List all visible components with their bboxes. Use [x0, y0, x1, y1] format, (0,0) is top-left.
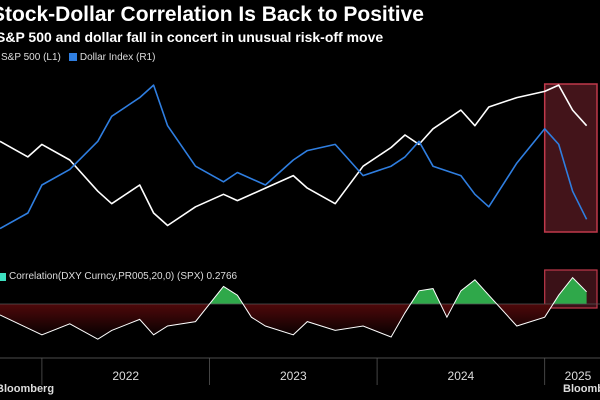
correlation-positive-area	[0, 277, 587, 304]
x-tick-label-2023: 2023	[280, 369, 307, 383]
dollar-swatch	[68, 53, 77, 61]
x-tick-label-2024: 2024	[448, 369, 475, 383]
correlation-swatch	[0, 272, 6, 281]
brand-logo: Bloomberg	[563, 383, 600, 395]
x-axis: 2022 2023 2024 2025	[0, 357, 600, 385]
correlation-label: Correlation(DXY Curncy,PR005,20,0) (SPX)	[9, 271, 204, 282]
x-tick-label-2025: 2025	[565, 369, 592, 383]
highlight-box-upper	[543, 83, 598, 233]
correlation-value: 0.2766	[206, 271, 238, 282]
dollar-index-line	[0, 84, 588, 230]
lower-panel	[0, 269, 600, 340]
x-tick-label-2022: 2022	[112, 369, 139, 383]
chart-title: Stock-Dollar Correlation Is Back to Posi…	[0, 3, 424, 26]
lower-legend: Correlation(DXY Curncy,PR005,20,0) (SPX)…	[0, 271, 237, 282]
correlation-negative-area	[0, 304, 587, 340]
correlation-line	[0, 276, 587, 340]
source-label: Bloomberg	[0, 383, 55, 395]
legend-item-sp500: S&P 500 (L1)	[0, 52, 61, 63]
sp500-line	[0, 84, 588, 227]
upper-legend: S&P 500 (L1) Dollar Index (R1)	[0, 52, 155, 63]
legend-item-dollar: Dollar Index (R1)	[68, 52, 156, 63]
legend-label-dollar: Dollar Index (R1)	[79, 52, 156, 63]
chart-subtitle: S&P 500 and dollar fall in concert in un…	[0, 29, 384, 45]
legend-label-sp500: S&P 500 (L1)	[1, 52, 61, 63]
upper-panel	[0, 83, 598, 233]
